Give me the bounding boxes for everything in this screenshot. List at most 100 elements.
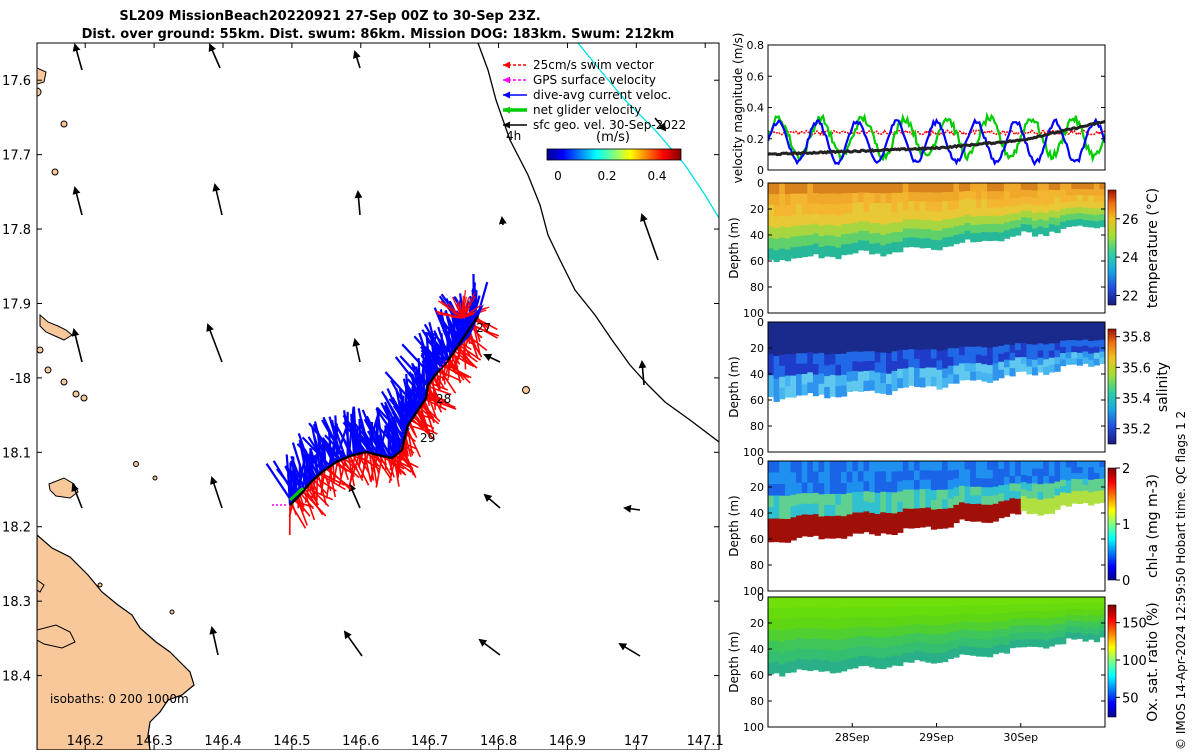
section-cell <box>897 203 903 213</box>
section-cell <box>914 359 920 369</box>
section-cell <box>886 617 892 628</box>
section-cell <box>1043 469 1049 477</box>
section-cell <box>779 608 785 620</box>
section-cell <box>908 653 914 663</box>
section-cell <box>791 484 797 496</box>
section-cell <box>835 354 841 365</box>
section-cell <box>970 183 976 192</box>
section-cell <box>1043 205 1049 213</box>
section-cell <box>791 506 797 518</box>
section-cell <box>1094 610 1100 617</box>
section-cell <box>785 619 791 630</box>
colorbar-tick-label: 24 <box>1122 251 1139 266</box>
section-cell <box>830 640 836 651</box>
section-cell <box>892 503 898 514</box>
island <box>134 462 139 467</box>
section-cell <box>869 513 875 524</box>
section-cell <box>841 385 847 396</box>
section-cell <box>824 225 830 236</box>
section-cell <box>1004 645 1010 654</box>
section-cell <box>987 505 993 514</box>
section-cell <box>1038 227 1044 235</box>
section-cell <box>774 484 780 496</box>
section-cell <box>948 331 954 340</box>
section-cell <box>948 348 954 357</box>
section-cell <box>993 199 999 208</box>
section-cell <box>807 504 813 515</box>
section-cell <box>779 631 785 643</box>
section-cell <box>824 344 830 355</box>
title-line-1: SL209 MissionBeach20220921 27-Sep 00Z to… <box>119 9 540 24</box>
section-cell <box>981 622 987 631</box>
section-cell <box>886 234 892 245</box>
section-cell <box>880 353 886 364</box>
section-cell <box>1026 618 1032 626</box>
section-cell <box>1015 357 1021 365</box>
section-cell <box>1088 467 1094 474</box>
section-cell <box>1066 189 1072 196</box>
section-cell <box>869 523 875 534</box>
section-cell <box>830 333 836 344</box>
section-cell <box>785 519 791 531</box>
section-cell <box>819 204 825 215</box>
section-cell <box>869 234 875 245</box>
section-cell <box>959 511 965 520</box>
section-cell <box>892 203 898 213</box>
section-cell <box>937 471 943 481</box>
section-cell <box>953 470 959 479</box>
section-cell <box>864 626 870 636</box>
section-cell <box>869 503 875 514</box>
island <box>61 379 67 385</box>
section-cell <box>976 208 982 217</box>
section-cell <box>987 374 993 383</box>
section-cell <box>830 322 836 333</box>
section-cell <box>993 363 999 372</box>
section-cell <box>774 519 780 531</box>
section-cell <box>993 191 999 200</box>
section-cell <box>1088 603 1094 610</box>
section-cell <box>998 644 1004 653</box>
section-cell <box>965 183 971 192</box>
section-cell <box>965 470 971 479</box>
section-cell <box>948 606 954 615</box>
section-cell <box>998 461 1004 470</box>
section-cell <box>1077 473 1083 480</box>
section-cell <box>1071 467 1077 474</box>
section-cell <box>785 376 791 387</box>
section-cell <box>1083 214 1089 221</box>
section-cell <box>869 244 875 255</box>
section-cell <box>1015 183 1021 191</box>
section-cell <box>1083 467 1089 474</box>
section-cell <box>796 618 802 629</box>
colorbar-tick-label: 2 <box>1122 462 1130 477</box>
section-cell <box>970 614 976 623</box>
section-cell <box>959 486 965 495</box>
section-cell <box>903 490 909 500</box>
section-cell <box>908 461 914 471</box>
section-cell <box>965 478 971 487</box>
section-cell <box>1094 485 1100 492</box>
section-cell <box>925 192 931 202</box>
date-tick-label: 29Sep <box>919 731 954 744</box>
section-cell <box>880 471 886 482</box>
section-cell <box>1038 336 1044 344</box>
section-cell <box>1043 484 1049 492</box>
footer-credit: © IMOS 14-Apr-2024 12:59:50 Hobart time.… <box>1174 411 1188 750</box>
section-cell <box>864 597 870 607</box>
section-cell <box>847 234 853 245</box>
section-cell <box>953 631 959 640</box>
section-cell <box>1094 467 1100 474</box>
section-cell <box>1026 367 1032 375</box>
date-tick-label: 28Sep <box>835 731 870 744</box>
section-cell <box>1049 604 1055 612</box>
section-cell <box>993 183 999 192</box>
map-ytick-label: 17.9 <box>2 297 31 312</box>
section-cell <box>1094 202 1100 209</box>
section-cell <box>1032 506 1038 514</box>
section-cell <box>925 634 931 644</box>
section-cell <box>914 461 920 471</box>
section-cell <box>835 494 841 506</box>
section-cell <box>858 626 864 636</box>
section-cell <box>779 322 785 334</box>
section-cell <box>897 341 903 351</box>
